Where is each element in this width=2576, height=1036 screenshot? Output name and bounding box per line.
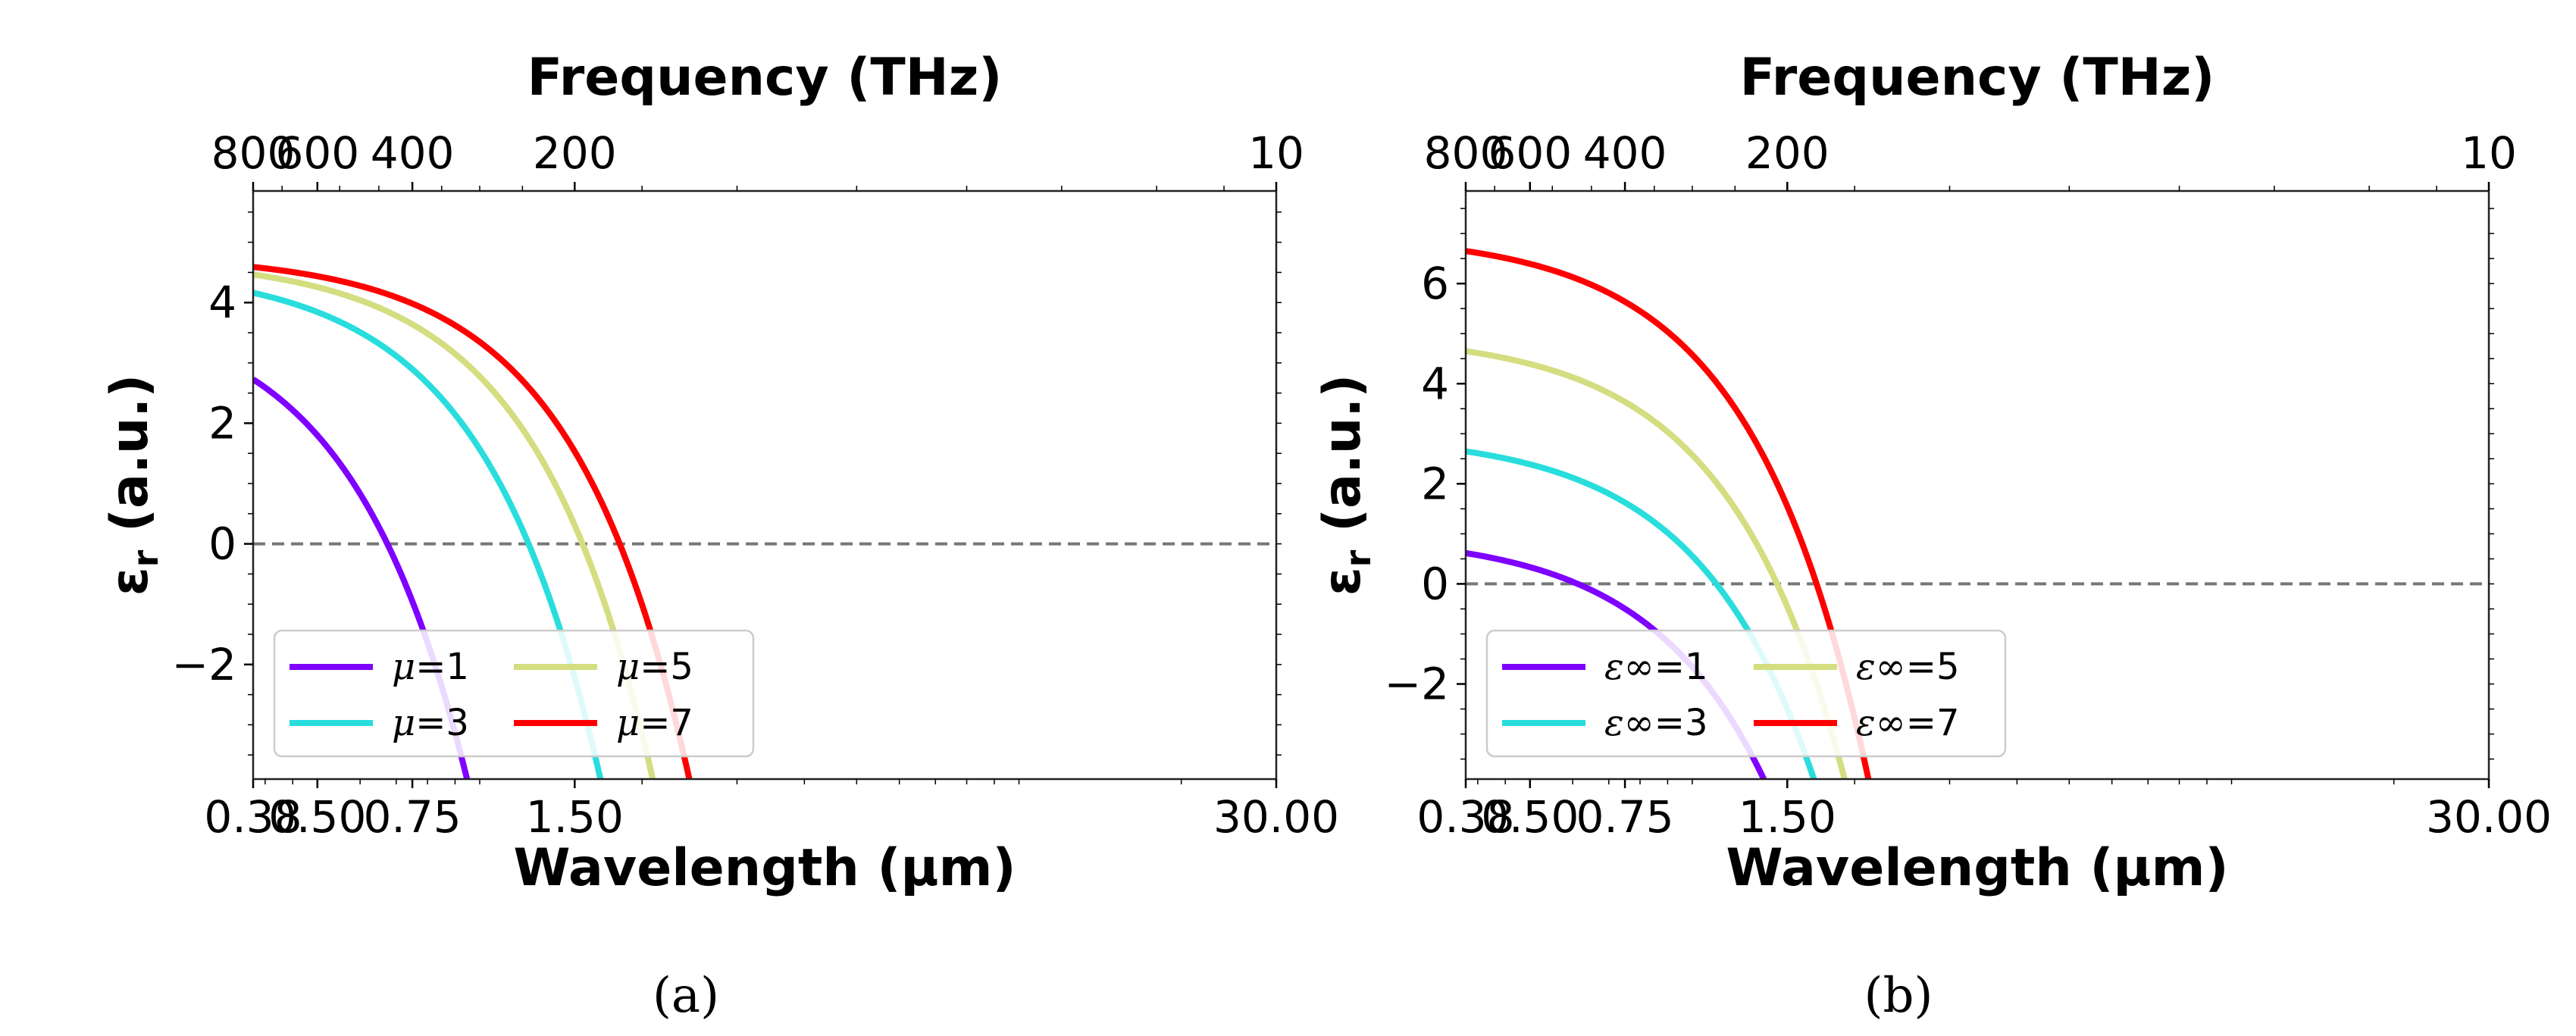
series-line-3 <box>1466 348 1848 779</box>
y-tick-label: −2 <box>172 639 237 690</box>
top-tick-label: 800 <box>1424 127 1508 179</box>
top-tick-label: 200 <box>1745 127 1829 179</box>
top-tick-label: 400 <box>371 127 455 179</box>
top-tick-label: 600 <box>1488 127 1572 179</box>
y-tick-label: 4 <box>1421 358 1449 409</box>
top-tick-label: 400 <box>1583 127 1667 179</box>
x-tick-label: 30.00 <box>2426 791 2552 843</box>
x-tick-label: 0.38 <box>204 791 302 843</box>
legend-label: μ=1 <box>392 646 469 688</box>
x-axis-title: Wavelength (μm) <box>513 838 1016 898</box>
x-tick-label: 0.75 <box>1576 791 1674 843</box>
top-tick-label: 10 <box>2461 127 2517 179</box>
series-line-2 <box>253 290 604 779</box>
x-tick-label: 1.50 <box>526 791 624 843</box>
x-tick-label: 0.50 <box>1481 791 1579 843</box>
series-line-2 <box>1466 448 1817 779</box>
x-axis-title: Wavelength (μm) <box>1726 838 2228 898</box>
y-axis-title: εr (a.u.) <box>100 374 166 596</box>
y-tick-label: 0 <box>1421 558 1449 609</box>
y-tick-label: −2 <box>1385 659 1450 710</box>
x-tick-label: 0.38 <box>1416 791 1514 843</box>
x-tick-label: 0.75 <box>364 791 462 843</box>
y-tick-label: 4 <box>208 277 236 328</box>
plot-frame <box>252 189 1278 781</box>
top-tick-label: 600 <box>275 127 359 179</box>
legend-label: μ=7 <box>616 702 693 744</box>
x-tick-label: 1.50 <box>1739 791 1836 843</box>
legend-label: ε∞=1 <box>1604 646 1708 688</box>
legend-label: μ=5 <box>616 646 693 688</box>
x-tick-label: 0.50 <box>268 791 366 843</box>
top-axis-title: Frequency (THz) <box>527 48 1003 108</box>
panel-caption: (b) <box>1864 968 1933 1024</box>
legend-label: ε∞=3 <box>1604 702 1708 744</box>
y-tick-label: 0 <box>208 518 236 570</box>
legend-box <box>1485 629 2007 758</box>
legend-box <box>273 629 755 758</box>
panel-caption: (a) <box>653 968 719 1024</box>
top-axis-title: Frequency (THz) <box>1740 48 2215 108</box>
top-tick-label: 10 <box>1248 127 1304 179</box>
top-tick-label: 800 <box>211 127 296 179</box>
y-tick-label: 6 <box>1421 258 1449 309</box>
y-axis-title: εr (a.u.) <box>1313 374 1379 596</box>
legend: ε∞=1 ε∞=3 ε∞=5 ε∞=7 <box>1485 629 2007 758</box>
legend: μ=1 μ=3 μ=5 μ=7 <box>273 629 755 758</box>
legend-label: ε∞=7 <box>1856 702 1960 744</box>
legend-label: ε∞=5 <box>1856 646 1960 688</box>
legend-label: μ=3 <box>392 702 469 744</box>
series-line-4 <box>253 264 693 779</box>
top-tick-label: 200 <box>533 127 617 179</box>
y-tick-label: 2 <box>208 397 236 449</box>
series-line-1 <box>253 377 471 779</box>
plot-frame <box>1464 189 2490 781</box>
x-tick-label: 30.00 <box>1213 791 1339 843</box>
y-tick-label: 2 <box>1421 458 1449 509</box>
